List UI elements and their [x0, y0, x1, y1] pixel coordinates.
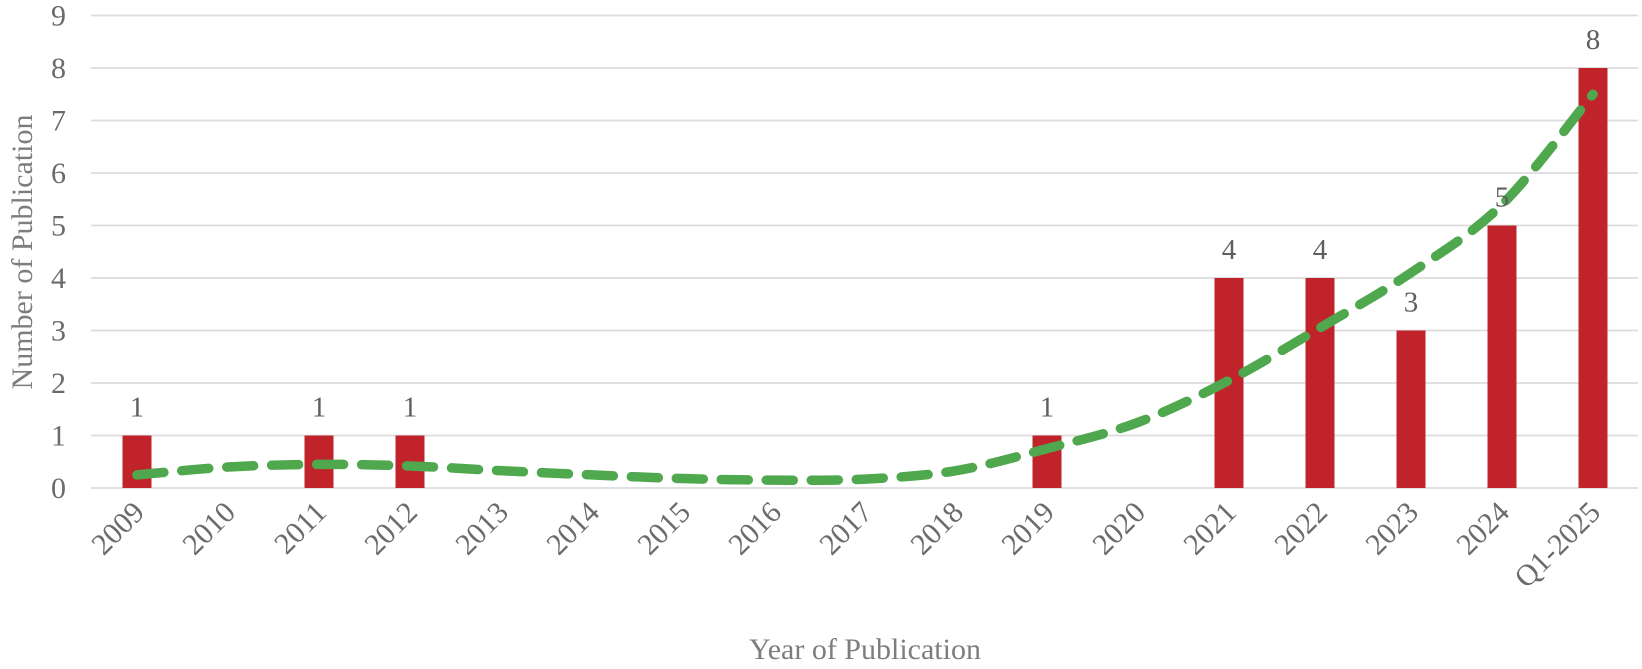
bar-2024 — [1487, 225, 1517, 488]
y-tick-7: 7 — [51, 105, 66, 138]
y-tick-6: 6 — [51, 157, 66, 190]
data-label-2019: 1 — [1040, 392, 1055, 424]
data-label-2023: 3 — [1404, 287, 1419, 319]
y-tick-0: 0 — [51, 472, 66, 505]
gridlines — [91, 14, 1638, 489]
data-label-2009: 1 — [130, 392, 145, 424]
bar-Q1-2025 — [1578, 68, 1608, 488]
bar-data-labels: 1 1 1 1 4 4 3 5 8 — [130, 24, 1601, 424]
bar-2023 — [1396, 330, 1426, 488]
y-tick-3: 3 — [51, 315, 66, 348]
data-label-2012: 1 — [403, 392, 418, 424]
x-tick-2018: 2018 — [904, 496, 970, 562]
data-label-2021: 4 — [1222, 234, 1237, 266]
x-tick-2012: 2012 — [358, 496, 424, 562]
x-tick-2017: 2017 — [813, 496, 879, 562]
data-label-2022: 4 — [1313, 234, 1328, 266]
y-tick-8: 8 — [51, 52, 66, 85]
x-tick-2021: 2021 — [1177, 496, 1243, 562]
x-tick-2010: 2010 — [176, 496, 242, 562]
x-tick-2013: 2013 — [449, 496, 515, 562]
x-tick-Q1-2025: Q1-2025 — [1508, 496, 1607, 595]
bar-2022 — [1305, 278, 1335, 488]
x-tick-2009: 2009 — [85, 496, 151, 562]
y-axis-tick-labels: 0 1 2 3 4 5 6 7 8 9 — [51, 0, 66, 505]
trendline-dashed — [132, 89, 1598, 485]
x-tick-2019: 2019 — [995, 496, 1061, 562]
x-tick-2011: 2011 — [268, 496, 333, 561]
y-axis-title: Number of Publication — [6, 115, 39, 390]
y-tick-5: 5 — [51, 210, 66, 243]
x-tick-2022: 2022 — [1268, 496, 1334, 562]
x-tick-2016: 2016 — [722, 496, 788, 562]
bar-2009 — [122, 435, 152, 488]
data-label-Q1-2025: 8 — [1586, 24, 1601, 56]
y-tick-1: 1 — [51, 420, 66, 453]
bar-series — [122, 68, 1608, 488]
x-tick-2024: 2024 — [1450, 496, 1516, 562]
x-tick-2014: 2014 — [540, 496, 606, 562]
y-tick-4: 4 — [51, 262, 66, 295]
x-tick-2023: 2023 — [1359, 496, 1425, 562]
y-tick-2: 2 — [51, 367, 66, 400]
y-tick-9: 9 — [51, 0, 66, 33]
x-axis-tick-labels: 2009 2010 2011 2012 2013 2014 2015 2016 2017 2018… — [85, 496, 1607, 595]
x-tick-2015: 2015 — [631, 496, 697, 562]
data-label-2024: 5 — [1495, 182, 1510, 214]
data-label-2011: 1 — [312, 392, 327, 424]
x-tick-2020: 2020 — [1086, 496, 1152, 562]
x-axis-title: Year of Publication — [749, 633, 981, 666]
